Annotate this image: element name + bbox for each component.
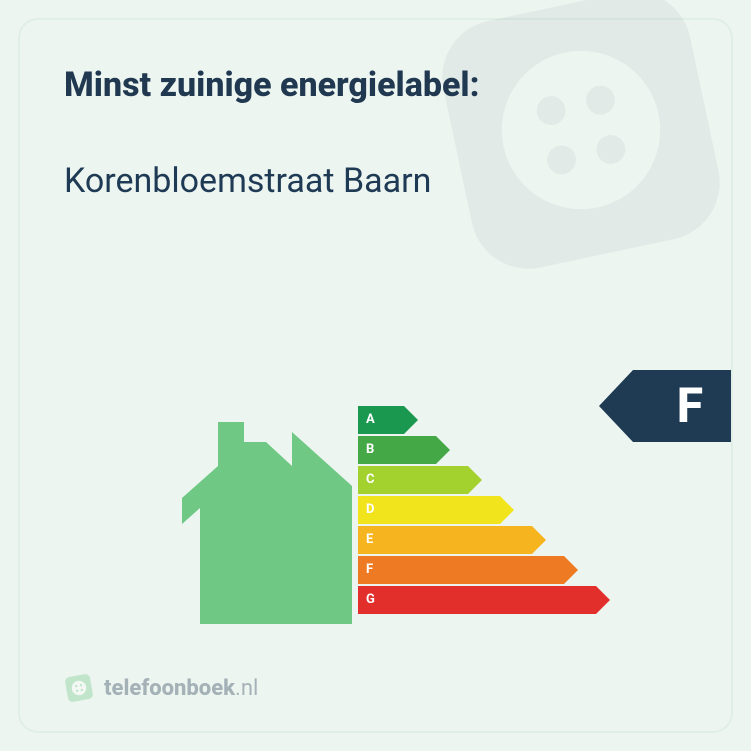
- energy-bar-label: F: [366, 556, 373, 584]
- location-subtitle: Korenbloemstraat Baarn: [64, 161, 687, 202]
- energy-bar-label: B: [366, 436, 374, 464]
- card: Minst zuinige energielabel: Korenbloemst…: [18, 18, 733, 733]
- brand-icon: [62, 671, 97, 706]
- rating-letter: F: [677, 370, 703, 442]
- brand-footer: telefoonboek.nl: [64, 673, 258, 703]
- rating-badge: F: [633, 370, 731, 442]
- energy-bar-label: D: [366, 496, 374, 524]
- brand-name-light: .nl: [235, 676, 258, 701]
- energy-bar-label: G: [366, 586, 375, 614]
- energy-bar-label: C: [366, 466, 375, 494]
- brand-name-bold: telefoonboek: [104, 676, 235, 701]
- page-title: Minst zuinige energielabel:: [64, 66, 687, 105]
- brand-text: telefoonboek.nl: [104, 676, 258, 701]
- house-icon: [182, 416, 352, 626]
- energy-bar-label: E: [366, 526, 373, 554]
- energy-bar-label: A: [366, 406, 375, 434]
